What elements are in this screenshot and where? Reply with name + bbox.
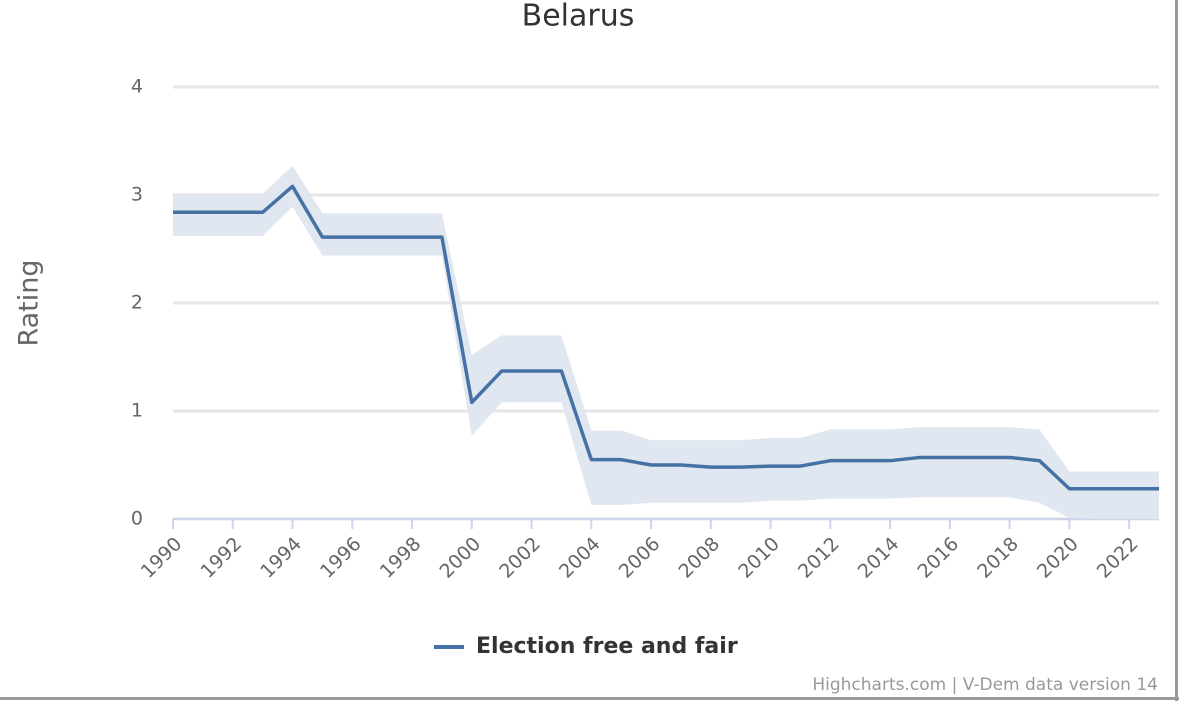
chart-title: Belarus xyxy=(522,0,635,34)
x-tick-label: 2006 xyxy=(615,533,665,583)
x-tick-label: 1994 xyxy=(256,533,306,583)
x-tick-label: 2022 xyxy=(1093,533,1143,583)
y-tick-label: 3 xyxy=(131,184,143,206)
confidence-band xyxy=(173,165,1159,519)
x-tick-label: 2004 xyxy=(555,533,605,583)
x-tick-label: 2000 xyxy=(435,533,485,583)
x-tick-label: 2008 xyxy=(674,533,724,583)
x-tick-label: 2014 xyxy=(854,533,904,583)
x-tick-label: 2016 xyxy=(914,533,964,583)
y-tick-label: 1 xyxy=(131,400,143,422)
x-tick-label: 2020 xyxy=(1033,533,1083,583)
x-tick-label: 2012 xyxy=(794,533,844,583)
x-tick-label: 2002 xyxy=(495,533,545,583)
y-axis-title: Rating xyxy=(14,259,45,346)
credits[interactable]: Highcharts.com | V-Dem data version 14 xyxy=(812,675,1158,695)
x-tick-label: 1992 xyxy=(196,533,246,583)
x-tick-label: 1998 xyxy=(376,533,426,583)
legend-label[interactable]: Election free and fair xyxy=(476,634,738,659)
y-tick-label: 2 xyxy=(131,292,143,314)
y-tick-label: 4 xyxy=(131,76,143,98)
line xyxy=(173,184,1159,491)
x-tick-label: 2018 xyxy=(973,533,1023,583)
x-tick-label: 2010 xyxy=(734,533,784,583)
x-tick-label: 1996 xyxy=(316,533,366,583)
x-tick-label: 1990 xyxy=(137,533,187,583)
y-tick-label: 0 xyxy=(131,508,143,530)
